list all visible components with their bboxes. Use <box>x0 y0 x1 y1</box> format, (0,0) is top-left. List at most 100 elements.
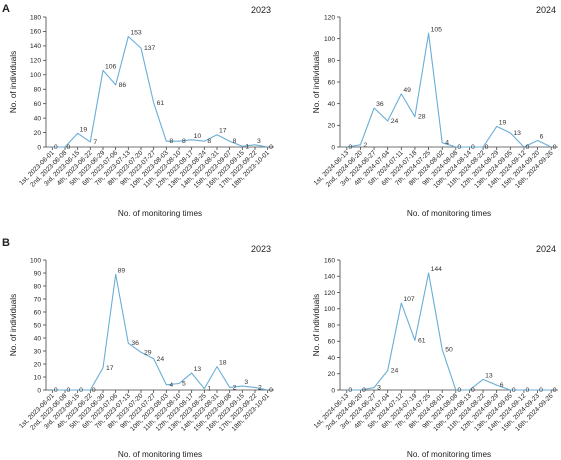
data-label: 1 <box>207 386 211 393</box>
data-label: 18 <box>219 360 227 367</box>
data-label: 13 <box>513 130 521 137</box>
data-label: 24 <box>157 356 165 363</box>
y-tick-label: 140 <box>30 43 41 50</box>
data-label: 0 <box>525 387 529 394</box>
data-label: 153 <box>130 30 142 37</box>
data-label: 50 <box>445 346 453 353</box>
data-label: 0 <box>269 387 273 394</box>
data-label: 49 <box>403 87 411 94</box>
data-label: 19 <box>499 119 507 126</box>
data-label: 36 <box>376 101 384 108</box>
y-tick-label: 80 <box>328 322 336 329</box>
y-tick-label: 160 <box>30 29 41 36</box>
y-tick-label: 120 <box>324 290 335 297</box>
data-label: 13 <box>194 366 202 373</box>
series-line <box>52 35 268 148</box>
y-tick-label: 80 <box>328 58 336 65</box>
data-label: 0 <box>553 144 557 151</box>
data-label: 106 <box>105 63 117 70</box>
y-tick-label: 100 <box>30 72 41 79</box>
data-label: 0 <box>54 387 58 394</box>
data-label: 0 <box>485 144 489 151</box>
y-tick-label: 80 <box>34 87 42 94</box>
data-label: 0 <box>79 387 83 394</box>
y-tick-label: 40 <box>328 101 336 108</box>
y-tick-label: 120 <box>30 58 41 65</box>
y-tick-label: 180 <box>30 14 41 21</box>
data-label: 0 <box>539 387 543 394</box>
y-axis-label: No. of individuals <box>9 51 18 113</box>
y-tick-label: 10 <box>34 374 42 381</box>
data-label: 10 <box>194 133 202 140</box>
data-label: 0 <box>471 144 475 151</box>
data-label: 1 <box>245 143 249 150</box>
y-tick-label: 160 <box>324 257 335 264</box>
y-tick-label: 0 <box>331 387 335 394</box>
data-label: 13 <box>485 372 493 379</box>
data-label: 4 <box>169 382 173 389</box>
data-label: 0 <box>457 387 461 394</box>
data-label: 6 <box>500 382 504 389</box>
y-tick-label: 20 <box>328 371 336 378</box>
y-tick-label: 20 <box>34 361 42 368</box>
data-label: 0 <box>348 387 352 394</box>
data-label: 8 <box>207 138 211 145</box>
data-label: 0 <box>92 387 96 394</box>
data-label: 0 <box>553 387 557 394</box>
y-tick-label: 0 <box>331 144 335 151</box>
data-label: 3 <box>257 138 261 145</box>
y-tick-label: 30 <box>34 348 42 355</box>
data-label: 0 <box>471 387 475 394</box>
data-label: 0 <box>54 144 58 151</box>
data-label: 6 <box>540 134 544 141</box>
data-label: 0 <box>67 144 71 151</box>
y-axis-label: No. of individuals <box>312 51 321 113</box>
data-label: 4 <box>445 140 449 147</box>
data-label: 105 <box>431 26 443 33</box>
data-label: 3 <box>377 385 381 392</box>
data-label: 29 <box>144 349 152 356</box>
y-tick-label: 100 <box>30 257 41 264</box>
y-tick-label: 70 <box>34 296 42 303</box>
data-label: 3 <box>244 379 248 386</box>
y-axis-label: No. of individuals <box>312 294 321 356</box>
data-label: 0 <box>348 144 352 151</box>
data-label: 24 <box>391 118 399 125</box>
data-label: 17 <box>219 128 227 135</box>
y-tick-label: 60 <box>34 309 42 316</box>
y-axis-label: No. of individuals <box>9 294 18 356</box>
data-label: 0 <box>525 144 529 151</box>
y-tick-label: 120 <box>324 14 335 21</box>
x-axis-label: No. of monitoring times <box>407 209 491 218</box>
y-tick-label: 90 <box>34 270 42 277</box>
data-label: 89 <box>118 267 126 274</box>
y-tick-label: 100 <box>324 306 335 313</box>
chart-year-title: 2023 <box>251 244 271 254</box>
data-label: 0 <box>512 387 516 394</box>
data-label: 61 <box>157 100 165 107</box>
y-tick-label: 60 <box>328 79 336 86</box>
series-line <box>52 273 268 391</box>
data-label: 2 <box>363 142 367 149</box>
data-label: 2 <box>233 384 237 391</box>
y-tick-label: 20 <box>328 123 336 130</box>
data-label: 8 <box>233 138 237 145</box>
data-label: 144 <box>431 266 443 273</box>
y-tick-label: 60 <box>328 339 336 346</box>
x-axis-label: No. of monitoring times <box>118 209 202 218</box>
data-label: 0 <box>269 144 273 151</box>
x-axis-label: No. of monitoring times <box>118 450 202 459</box>
data-label: 61 <box>418 337 426 344</box>
panel-letter-a: A <box>2 3 10 15</box>
y-tick-label: 20 <box>34 130 42 137</box>
data-label: 0 <box>457 144 461 151</box>
y-tick-label: 140 <box>324 274 335 281</box>
data-label: 36 <box>131 340 139 347</box>
y-tick-label: 50 <box>34 322 42 329</box>
data-label: 8 <box>182 138 186 145</box>
y-tick-label: 80 <box>34 283 42 290</box>
